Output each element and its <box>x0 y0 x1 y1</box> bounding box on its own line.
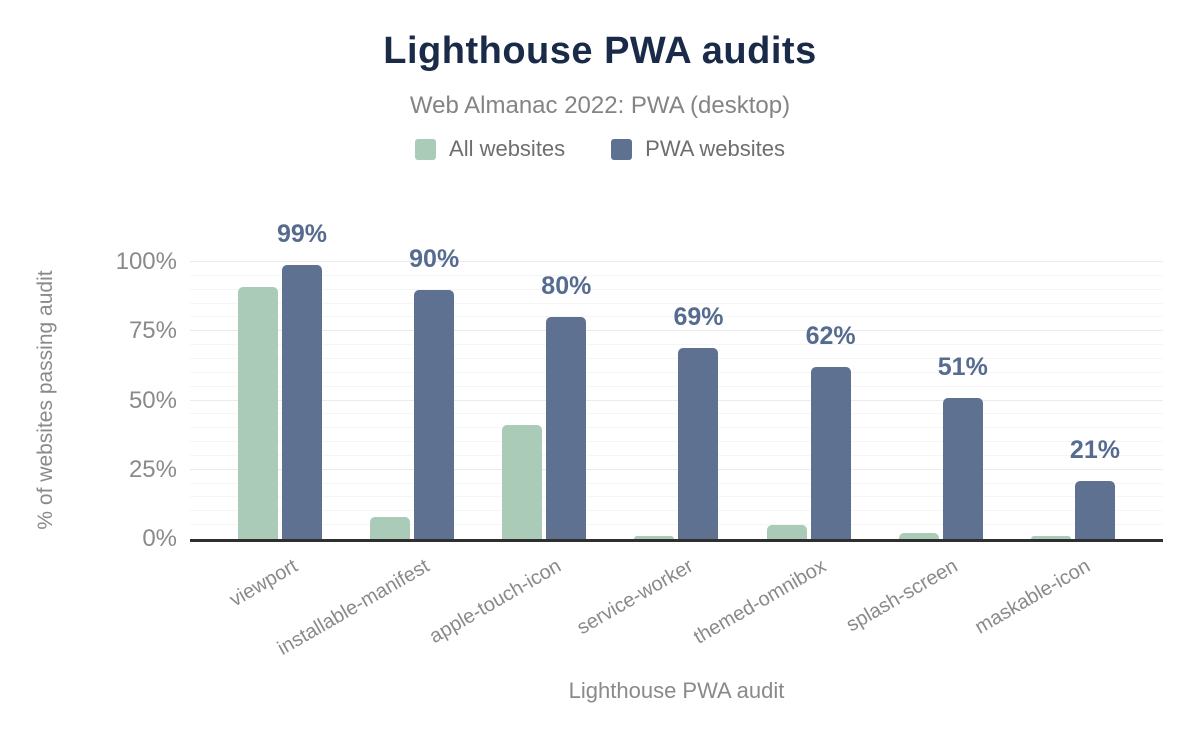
legend: All websites PWA websites <box>0 136 1200 162</box>
y-axis-title: % of websites passing audit <box>34 270 57 530</box>
value-label-apple-touch-icon: 80% <box>541 272 592 301</box>
value-label-service-worker: 69% <box>673 302 724 331</box>
bar-groups: 99% viewport 90% installable-manifest 80% app… <box>190 220 1163 660</box>
legend-item-all-websites: All websites <box>415 136 565 162</box>
gridline <box>190 399 1163 401</box>
bar-all-websites-themed-omnibox[interactable] <box>766 525 807 539</box>
bar-pwa-websites-apple-touch-icon[interactable]: 80% <box>541 272 591 539</box>
gridline <box>190 385 1163 387</box>
gridline <box>190 496 1163 498</box>
y-tick-label: 25% <box>128 455 177 483</box>
gridline <box>190 316 1163 318</box>
gridline <box>190 510 1163 512</box>
value-label-splash-screen: 51% <box>937 352 988 381</box>
bar-pwa-websites-maskable-icon[interactable]: 21% <box>1070 436 1120 539</box>
gridline <box>190 261 1163 262</box>
bar-group-apple-touch-icon: 80% apple-touch-icon <box>426 262 591 648</box>
plot-area: 99% viewport 90% installable-manifest 80% app… <box>116 220 1163 660</box>
bar-pwa-websites-installable-manifest[interactable]: 90% <box>409 245 459 539</box>
value-label-maskable-icon: 21% <box>1069 435 1120 464</box>
bar-group-installable-manifest: 90% installable-manifest <box>274 245 459 660</box>
x-axis-title: Lighthouse PWA audit <box>568 678 785 703</box>
bar-pwa-websites-themed-omnibox[interactable]: 62% <box>806 322 856 539</box>
x-tick-label-apple-touch-icon: apple-touch-icon <box>426 555 566 648</box>
x-tick-label-viewport: viewport <box>225 555 301 612</box>
gridline <box>190 302 1163 304</box>
value-label-themed-omnibox: 62% <box>805 322 856 351</box>
gridline <box>190 524 1163 526</box>
bar-group-themed-omnibox: 62% themed-omnibox <box>690 262 856 648</box>
bar-pwa-websites-viewport[interactable]: 99% <box>277 220 327 539</box>
gridline <box>190 371 1163 373</box>
bar-pwa-websites-service-worker[interactable]: 69% <box>673 303 723 539</box>
bar-all-websites-apple-touch-icon[interactable] <box>502 425 543 539</box>
gridline <box>190 427 1163 429</box>
bar-pwa-websites-splash-screen[interactable]: 51% <box>938 353 988 539</box>
chart-subtitle: Web Almanac 2022: PWA (desktop) <box>409 92 791 119</box>
gridline <box>190 482 1163 484</box>
bar-group-viewport: 99% viewport <box>225 220 327 612</box>
value-label-installable-manifest: 90% <box>409 244 460 273</box>
y-tick-label: 0% <box>142 525 177 552</box>
legend-item-pwa-websites: PWA websites <box>611 136 785 162</box>
legend-label-pwa-websites: PWA websites <box>645 136 785 161</box>
legend-swatch-all-websites <box>415 138 437 160</box>
bar-group-maskable-icon: 21% maskable-icon <box>971 262 1120 639</box>
gridline <box>190 413 1163 415</box>
bar-all-websites-maskable-icon[interactable] <box>1030 536 1071 539</box>
y-tick-label: 100% <box>115 248 177 275</box>
value-label-viewport: 99% <box>276 219 328 248</box>
gridline <box>190 454 1163 456</box>
gridline <box>190 441 1163 443</box>
gridline <box>190 344 1163 346</box>
bar-all-websites-splash-screen[interactable] <box>898 533 939 539</box>
bar-group-splash-screen: 51% splash-screen <box>843 262 988 637</box>
x-tick-label-service-worker: service-worker <box>573 555 698 640</box>
y-tick-label: 75% <box>128 317 177 345</box>
legend-label-all-websites: All websites <box>449 136 566 161</box>
bar-all-websites-installable-manifest[interactable] <box>370 516 411 539</box>
bar-group-service-worker: 69% service-worker <box>574 262 724 639</box>
gridline <box>190 288 1163 290</box>
x-axis-line <box>190 539 1163 542</box>
x-tick-label-themed-omnibox: themed-omnibox <box>689 555 830 649</box>
gridline <box>190 468 1163 470</box>
bar-all-websites-service-worker[interactable] <box>634 536 675 539</box>
legend-swatch-pwa-websites <box>611 138 633 160</box>
chart-title: Lighthouse PWA audits <box>383 30 817 72</box>
gridline <box>190 357 1163 359</box>
y-tick-label: 50% <box>128 386 177 414</box>
gridline <box>190 274 1163 276</box>
gridline <box>190 330 1163 332</box>
bar-all-websites-viewport[interactable] <box>238 286 278 539</box>
x-tick-label-maskable-icon: maskable-icon <box>971 555 1094 639</box>
x-tick-label-splash-screen: splash-screen <box>842 555 962 637</box>
